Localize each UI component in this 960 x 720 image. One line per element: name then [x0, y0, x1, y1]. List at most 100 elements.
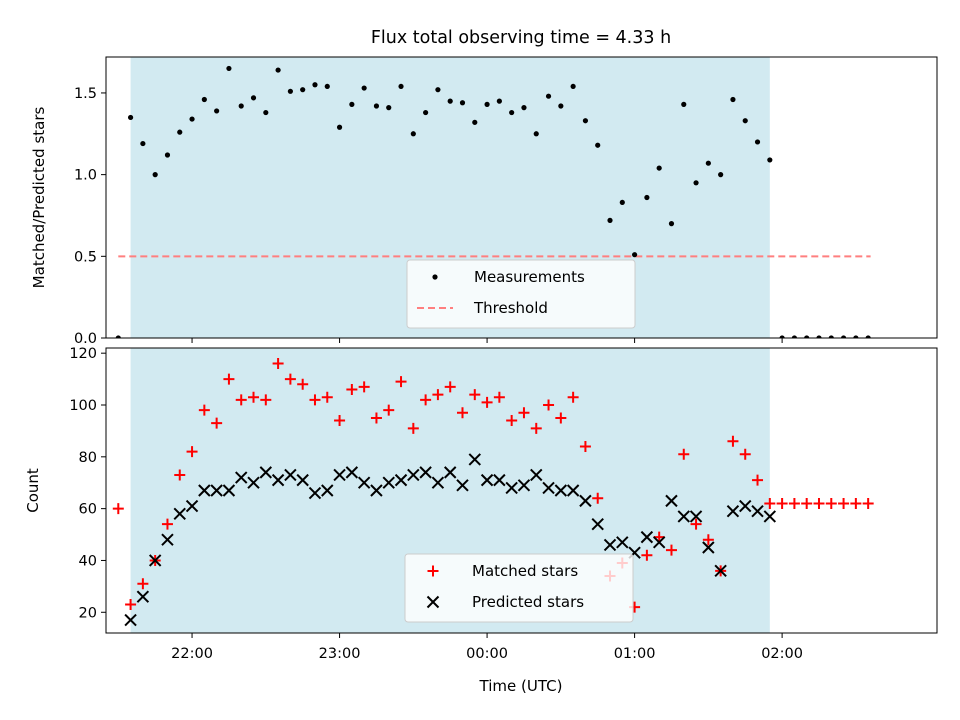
matched-star-point	[493, 391, 505, 403]
measurement-point	[324, 83, 330, 90]
measurement-point	[349, 101, 355, 107]
measurement-point	[779, 335, 785, 338]
matched-star-point	[567, 391, 579, 403]
predicted-star-point	[530, 468, 543, 482]
markers	[115, 65, 871, 338]
predicted-star-point	[161, 533, 174, 546]
measurement-point	[361, 85, 367, 91]
matched-star-point	[456, 407, 468, 419]
measurement-point	[754, 139, 761, 145]
measurement-point	[201, 96, 207, 103]
measurement-point	[840, 335, 847, 338]
legend-matched-key	[427, 565, 439, 577]
measurement-point	[705, 160, 711, 166]
predicted-star-point	[751, 505, 764, 518]
measurement-point	[607, 217, 613, 223]
matched-star-point	[309, 394, 321, 406]
predicted-star-point	[333, 468, 346, 482]
legend-label: Threshold	[473, 299, 548, 317]
predicted-star-point	[284, 468, 297, 482]
measurement-point	[373, 103, 380, 109]
matched-star-point	[825, 497, 837, 509]
predicted-star-point	[579, 494, 592, 508]
predicted-star-point	[357, 476, 371, 489]
matched-star-point	[186, 446, 198, 458]
measurement-point	[140, 140, 146, 147]
measurement-point	[152, 172, 158, 178]
legend-predicted-key	[426, 595, 440, 609]
matched-star-point	[530, 422, 542, 434]
measurement-point	[656, 165, 662, 171]
matched-star-point	[555, 412, 567, 424]
measurement-point	[804, 335, 810, 338]
x-axis-label: Time (UTC)	[479, 677, 563, 695]
matched-star-point	[272, 358, 284, 370]
predicted-star-point	[702, 541, 715, 554]
predicted-star-point	[321, 484, 334, 497]
measurement-point	[730, 96, 736, 103]
predicted-star-point	[517, 479, 531, 492]
predicted-star-point	[185, 499, 199, 513]
legend-box	[406, 259, 636, 329]
x-tick-label: 22:00	[171, 646, 213, 662]
measurement-point	[828, 335, 834, 338]
matched-star-point	[592, 492, 604, 504]
matched-star-point	[543, 399, 555, 411]
predicted-star-point	[222, 484, 236, 497]
measurement-point	[791, 335, 798, 338]
predicted-star-point	[271, 473, 285, 487]
predicted-star-point	[652, 536, 666, 549]
measurement-point	[496, 98, 502, 104]
count-panel: 20 40 60 80 100 120 22:00 23:00 00:00 01:00 02:00 C…	[24, 346, 938, 662]
predicted-star-point	[689, 510, 703, 523]
chart-title: Flux total observing time = 4.33 h	[371, 28, 671, 48]
y-tick-label: 100	[69, 398, 97, 414]
matched-star-point	[764, 497, 776, 509]
matched-star-point	[260, 394, 272, 406]
measurement-point	[484, 101, 490, 107]
matched-star-point	[334, 415, 346, 427]
matched-star-point	[346, 383, 358, 395]
legend-label: Predicted stars	[472, 593, 584, 611]
measurement-point	[533, 131, 539, 137]
predicted-star-point	[296, 473, 309, 487]
matched-star-point	[358, 381, 370, 393]
predicted-star-point	[173, 507, 186, 521]
measurement-point	[718, 172, 724, 178]
measurement-point	[545, 93, 552, 99]
measurement-point	[410, 131, 416, 137]
measurement-point	[177, 129, 183, 135]
measurement-point	[582, 118, 589, 124]
x-tick-label: 23:00	[319, 646, 361, 662]
measurement-point	[521, 105, 527, 111]
predicted-star-point	[739, 499, 752, 513]
predicted-star-point	[542, 481, 555, 495]
y-axis-label: Count	[24, 468, 42, 513]
measurement-point	[287, 88, 293, 94]
predicted-star-point	[419, 466, 432, 479]
measurement-point	[570, 83, 576, 90]
y-tick-label: 0.5	[74, 249, 97, 265]
matched-star-point	[248, 391, 260, 403]
measurement-point	[275, 67, 281, 73]
measurement-point	[742, 118, 748, 124]
y-tick-label: 0.0	[74, 331, 97, 347]
matched-star-point	[739, 448, 751, 460]
matched-star-point	[112, 503, 124, 515]
measurement-point	[115, 335, 121, 338]
axes-frame	[105, 56, 938, 339]
matched-star-point	[432, 389, 444, 401]
predicted-star-point	[247, 476, 260, 489]
predicted-star-point	[566, 484, 580, 497]
predicted-star-point	[714, 564, 727, 578]
matched-star-point	[137, 578, 149, 590]
measurement-point	[459, 100, 466, 106]
predicted-star-point	[235, 471, 248, 484]
matched-star-point	[125, 599, 137, 610]
matched-star-point	[518, 407, 530, 419]
legend-label: Matched stars	[472, 562, 578, 580]
matched-star-point	[579, 440, 591, 452]
measurement-point	[816, 335, 822, 338]
matched-star-point	[407, 422, 419, 434]
matched-star-point	[321, 391, 333, 403]
